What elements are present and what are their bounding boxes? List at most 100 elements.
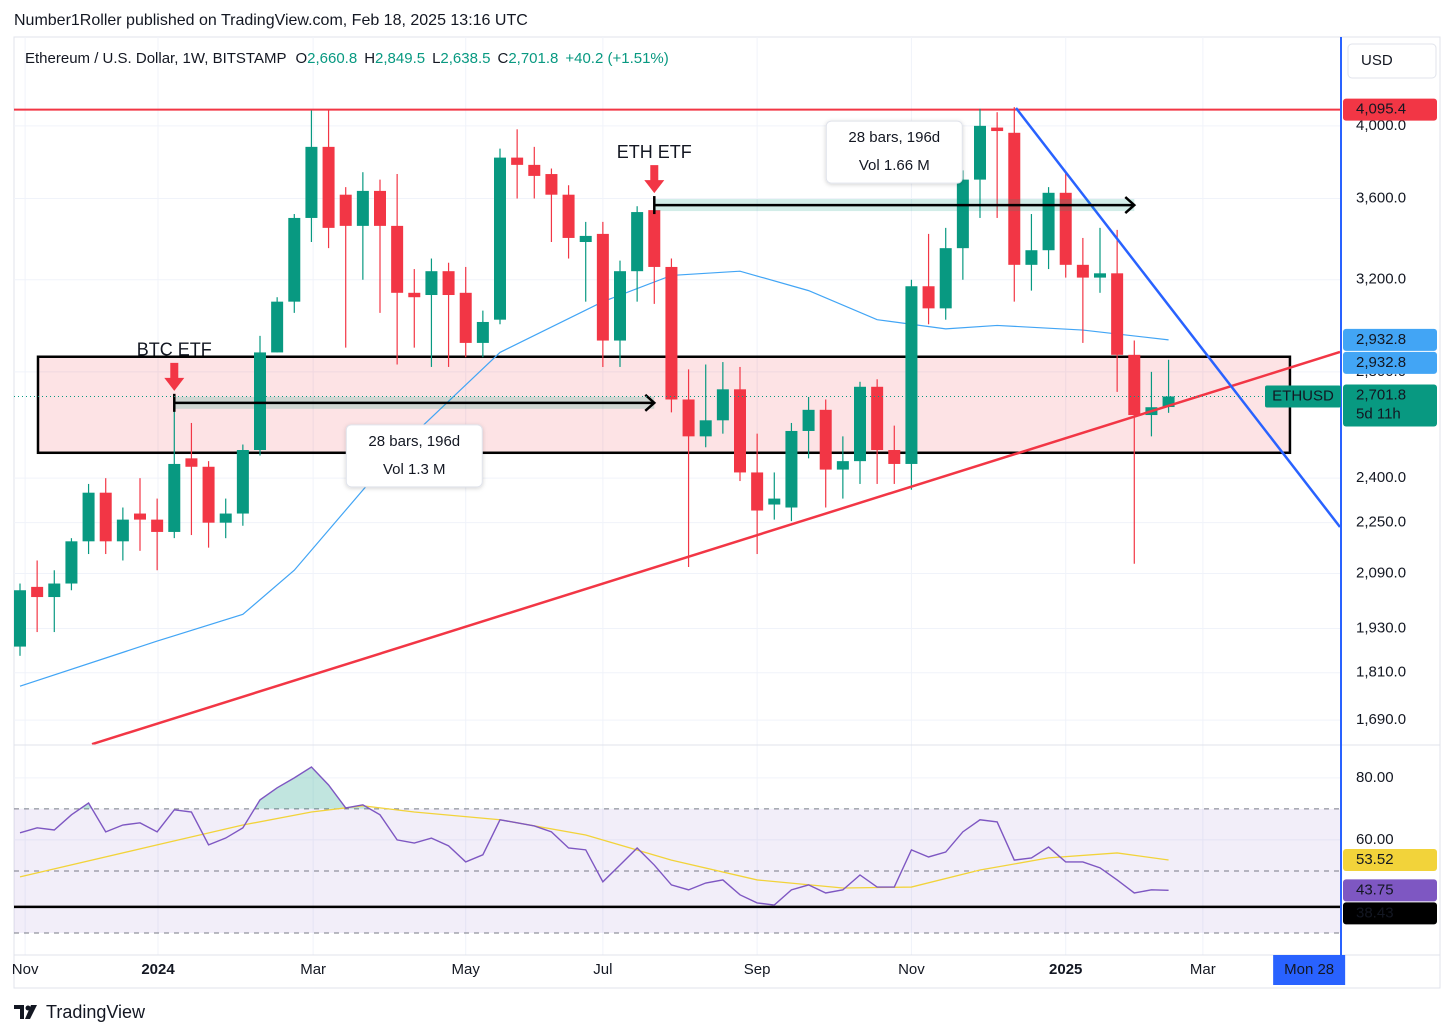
candle-body	[1059, 192, 1072, 265]
candle-body	[991, 127, 1004, 132]
measure-label: Vol 1.3 M	[383, 461, 446, 478]
candle-body	[236, 450, 249, 514]
rsi-ma	[19, 805, 1169, 889]
y-tick-label: 1,810.0	[1356, 664, 1406, 681]
level-badge	[1343, 98, 1437, 121]
candle-body	[1162, 396, 1175, 408]
y-tick-label: 2,400.0	[1356, 469, 1406, 486]
candle-body	[716, 389, 729, 421]
candle-body	[579, 235, 592, 243]
currency: USD	[1361, 52, 1393, 69]
x-tick-label: May	[452, 961, 481, 978]
ohlc-key: O	[295, 50, 307, 67]
candle-body	[459, 292, 472, 343]
x-tick-label: Mar	[300, 961, 326, 978]
candle-body	[836, 461, 849, 470]
candle-body	[185, 458, 198, 467]
y-tick-label: 2,090.0	[1356, 565, 1406, 582]
candle-body	[151, 519, 164, 532]
currency-box	[1347, 43, 1437, 79]
candle-body	[802, 409, 815, 431]
price-badge-label: 2,701.8	[1356, 386, 1406, 403]
candle-body	[82, 492, 95, 542]
trendline	[91, 350, 1340, 745]
candle-body	[31, 586, 44, 598]
event-label: ETH ETF	[617, 142, 692, 162]
candle-body	[648, 210, 661, 267]
rsi-ma-value: 53.52	[1356, 851, 1394, 868]
candle-body	[1094, 273, 1106, 278]
change: +40.2 (+1.51%)	[565, 50, 668, 67]
candle-body	[1128, 354, 1141, 416]
price-badge	[1343, 351, 1437, 374]
price-badge-label: 2,932.8	[1356, 354, 1406, 371]
candle-body	[271, 301, 284, 353]
candle-body	[545, 174, 558, 195]
candle-body	[871, 386, 884, 451]
price-badge	[1343, 328, 1437, 351]
candle-body	[494, 157, 506, 320]
candle-body	[511, 157, 524, 165]
crosshair-time-label: Mon 28	[1284, 961, 1334, 978]
measure-arrow	[1124, 196, 1137, 215]
measure-label: Vol 1.66 M	[859, 157, 930, 174]
candle-body	[854, 386, 866, 462]
moving-average	[19, 270, 1169, 687]
ohlc-key: L	[432, 50, 440, 67]
axes: 1,690.0 1,810.0 1,930.0 2,090.0 2,250.0 2,400…	[12, 98, 1437, 985]
trendline	[1015, 107, 1340, 528]
candle-body	[99, 492, 112, 542]
candle-body	[134, 513, 146, 520]
rsi-support-value: 38.43	[1356, 904, 1394, 921]
candle-body	[768, 498, 781, 505]
price-badge	[1343, 384, 1437, 427]
candle-body	[614, 271, 626, 341]
candle-body	[168, 463, 181, 532]
ohlc-value: 2,660.8	[307, 50, 357, 67]
candle-body	[1025, 250, 1038, 265]
candle-body	[305, 146, 318, 218]
candle-body	[905, 286, 918, 464]
candle-body	[631, 212, 644, 272]
rsi-ma-badge	[1343, 849, 1437, 872]
measure-label-box	[345, 424, 483, 488]
countdown: 5d 11h	[1356, 405, 1401, 422]
event-label: BTC ETF	[137, 340, 212, 360]
y-tick-label: 3,600.0	[1356, 189, 1406, 206]
candle-body	[408, 292, 421, 298]
candle-body	[1111, 273, 1124, 355]
brand-logo	[14, 1005, 37, 1019]
ohlc-value: 2,701.8	[508, 50, 558, 67]
candle-body	[562, 194, 575, 238]
symbol-line: Ethereum / U.S. Dollar, 1W, BITSTAMP O2,6…	[25, 50, 669, 67]
measure-label-box	[825, 120, 963, 184]
candle-body	[254, 352, 266, 451]
crosshair-time-badge	[1273, 955, 1346, 985]
y-tick-label: 3,200.0	[1356, 271, 1406, 288]
candle-body	[682, 399, 695, 437]
candle-body	[391, 225, 404, 293]
candle-body	[528, 164, 541, 176]
event-arrow	[644, 165, 665, 194]
rsi-tick-label: 80.00	[1356, 769, 1394, 786]
measure-label: 28 bars, 196d	[368, 433, 460, 450]
ohlc-value: 2,638.5	[440, 50, 490, 67]
ohlc-value: 2,849.5	[375, 50, 425, 67]
candle-body	[1008, 132, 1021, 265]
x-tick-label: 2025	[1049, 961, 1082, 978]
candle-body	[14, 590, 26, 647]
rsi-tick-label: 60.00	[1356, 831, 1394, 848]
publish-note: Number1Roller published on TradingView.c…	[14, 12, 528, 29]
chart-frame	[13, 36, 1441, 989]
price-pane: BTC ETF 28 bars, 196d Vol 1.3 M ETH ETF 28 b…	[14, 107, 1340, 745]
candle-body	[442, 271, 455, 296]
candle-body	[751, 472, 764, 511]
candle-body	[374, 190, 386, 226]
candle-body	[48, 583, 61, 598]
candle-body	[288, 217, 301, 302]
ohlc-key: H	[364, 50, 375, 67]
range-box	[36, 355, 1292, 455]
candle-body	[939, 248, 952, 309]
candle-body	[202, 466, 215, 523]
